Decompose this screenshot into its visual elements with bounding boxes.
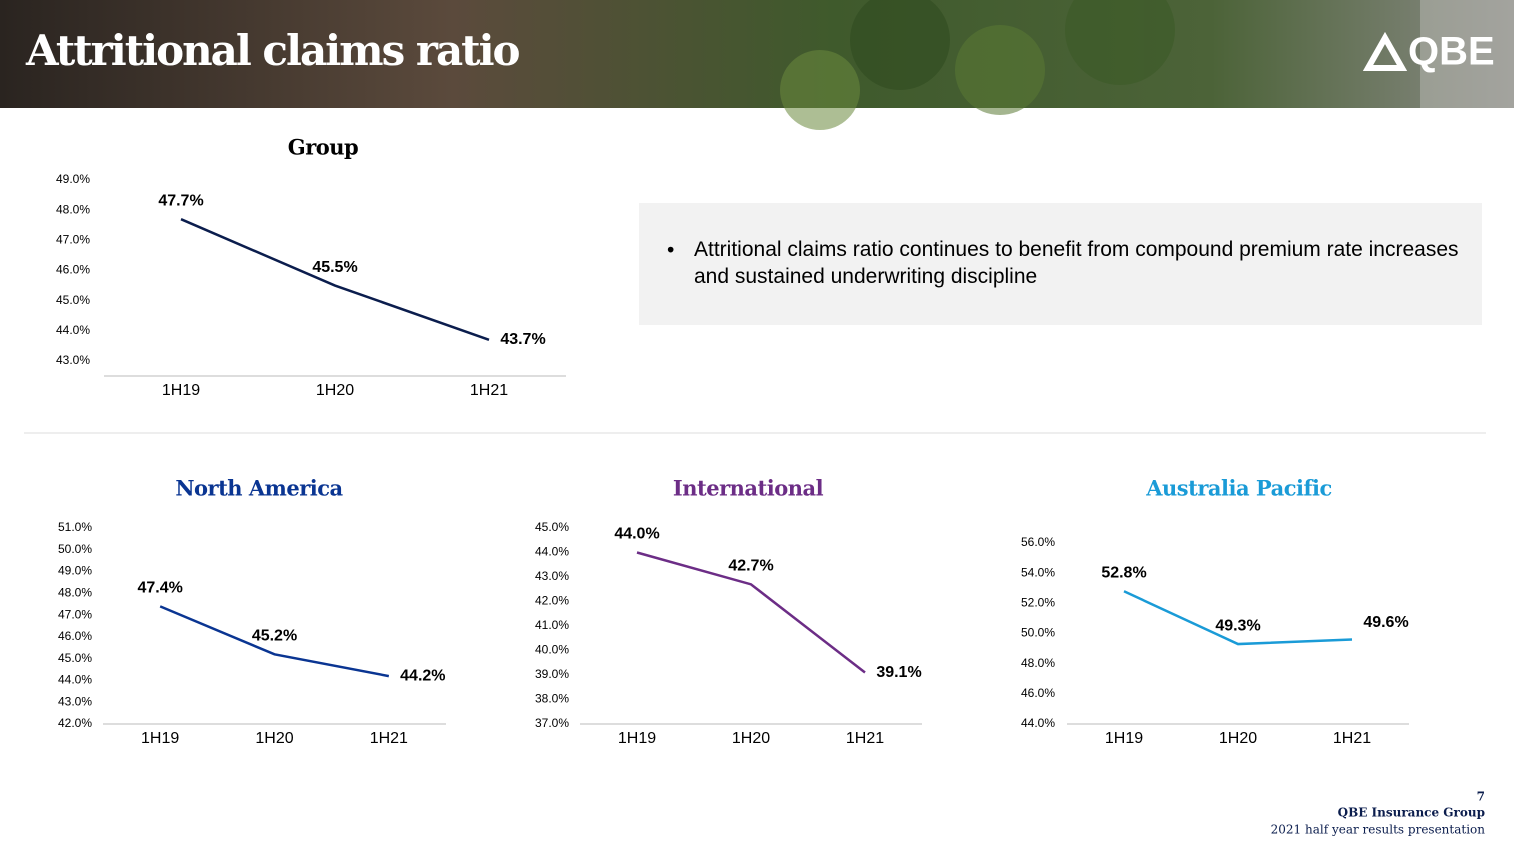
y-tick-label: 43.0% <box>56 353 90 367</box>
x-tick-label: 1H19 <box>1105 730 1143 747</box>
y-tick-label: 50.0% <box>58 542 92 556</box>
y-tick-label: 47.0% <box>58 607 92 621</box>
commentary-text: Attritional claims ratio continues to be… <box>694 238 1459 288</box>
data-label: 42.7% <box>728 558 773 575</box>
header-foliage <box>780 0 1514 130</box>
y-tick-label: 43.0% <box>535 569 569 583</box>
y-tick-label: 42.0% <box>58 716 92 730</box>
y-tick-label: 43.0% <box>58 694 92 708</box>
x-tick-label: 1H19 <box>618 730 656 747</box>
y-tick-label: 38.0% <box>535 692 569 706</box>
slide-title: Attritional claims ratio <box>25 26 520 75</box>
y-tick-label: 49.0% <box>56 172 90 186</box>
line-series <box>159 605 390 678</box>
y-tick-label: 52.0% <box>1021 596 1055 610</box>
y-tick-label: 44.0% <box>535 545 569 559</box>
y-tick-label: 45.0% <box>56 293 90 307</box>
page-number: 7 <box>1477 790 1485 804</box>
y-tick-label: 46.0% <box>1021 686 1055 700</box>
y-tick-label: 49.0% <box>58 564 92 578</box>
x-tick-label: 1H21 <box>846 730 884 747</box>
x-tick-label: 1H20 <box>732 730 770 747</box>
chart-title: North America <box>175 476 343 501</box>
data-label: 49.3% <box>1215 617 1260 634</box>
y-tick-label: 44.0% <box>1021 716 1055 730</box>
data-label: 44.2% <box>400 667 445 684</box>
y-tick-label: 50.0% <box>1021 626 1055 640</box>
footer-company: QBE Insurance Group <box>1338 806 1485 820</box>
y-tick-label: 56.0% <box>1021 535 1055 549</box>
logo-text: QBE <box>1408 30 1495 74</box>
chart-title: Group <box>288 135 358 160</box>
x-tick-label: 1H19 <box>141 730 179 747</box>
data-label: 43.7% <box>500 331 545 348</box>
y-tick-label: 44.0% <box>56 323 90 337</box>
y-tick-label: 48.0% <box>58 586 92 600</box>
commentary-box <box>639 203 1482 325</box>
y-tick-label: 41.0% <box>535 618 569 632</box>
data-label: 45.2% <box>252 628 297 645</box>
data-label: 47.7% <box>158 192 203 209</box>
y-tick-label: 46.0% <box>56 263 90 277</box>
x-tick-label: 1H20 <box>255 730 293 747</box>
data-label: 39.1% <box>876 664 921 681</box>
y-tick-label: 54.0% <box>1021 565 1055 579</box>
logo: QBE <box>1362 30 1495 74</box>
x-tick-label: 1H21 <box>1333 730 1371 747</box>
footer-subtitle: 2021 half year results presentation <box>1271 823 1486 837</box>
line-series <box>180 218 490 341</box>
x-tick-label: 1H19 <box>162 382 200 399</box>
header-background <box>0 0 1514 108</box>
y-tick-label: 44.0% <box>58 673 92 687</box>
data-label: 52.8% <box>1101 564 1146 581</box>
x-tick-label: 1H21 <box>470 382 508 399</box>
y-tick-label: 40.0% <box>535 643 569 657</box>
chart-title: Australia Pacific <box>1145 476 1332 501</box>
y-tick-label: 45.0% <box>535 520 569 534</box>
y-tick-label: 48.0% <box>1021 656 1055 670</box>
chart-title: International <box>673 476 824 501</box>
line-series <box>636 551 866 674</box>
y-tick-label: 48.0% <box>56 202 90 216</box>
y-tick-label: 47.0% <box>56 232 90 246</box>
y-tick-label: 51.0% <box>58 520 92 534</box>
data-label: 45.5% <box>312 259 357 276</box>
y-tick-label: 39.0% <box>535 667 569 681</box>
y-tick-label: 45.0% <box>58 651 92 665</box>
data-label: 49.6% <box>1363 614 1408 631</box>
x-tick-label: 1H20 <box>1219 730 1257 747</box>
y-tick-label: 37.0% <box>535 716 569 730</box>
data-label: 47.4% <box>137 580 182 597</box>
x-tick-label: 1H21 <box>370 730 408 747</box>
commentary-wrap: Attritional claims ratio continues to be… <box>694 238 1459 288</box>
x-tick-label: 1H20 <box>316 382 354 399</box>
bullet-dot: • <box>667 239 674 262</box>
line-series <box>1123 590 1353 646</box>
y-tick-label: 46.0% <box>58 629 92 643</box>
data-label: 44.0% <box>614 526 659 543</box>
y-tick-label: 42.0% <box>535 594 569 608</box>
